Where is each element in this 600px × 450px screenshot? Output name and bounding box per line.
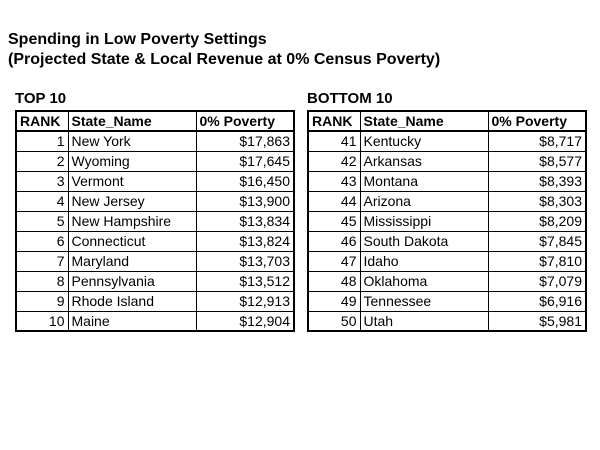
value-cell: $17,645 <box>195 150 295 172</box>
state-cell: Connecticut <box>67 230 197 252</box>
value-cell: $7,079 <box>487 270 587 292</box>
state-cell: Vermont <box>67 170 197 192</box>
table-row: 8 Pennsylvania $13,512 <box>15 270 295 292</box>
table-row: 5 New Hampshire $13,834 <box>15 210 295 232</box>
value-cell: $13,834 <box>195 210 295 232</box>
rank-cell: 4 <box>15 190 69 212</box>
rank-cell: 1 <box>15 130 69 152</box>
rank-cell: 47 <box>307 250 361 272</box>
table-row: 10 Maine $12,904 <box>15 310 295 332</box>
state-cell: Utah <box>359 310 489 332</box>
bottom10-label: BOTTOM 10 <box>307 90 393 107</box>
table-row: 43 Montana $8,393 <box>307 170 587 192</box>
rank-cell: 49 <box>307 290 361 312</box>
rank-cell: 44 <box>307 190 361 212</box>
state-cell: Kentucky <box>359 130 489 152</box>
rank-cell: 7 <box>15 250 69 272</box>
state-cell: Mississippi <box>359 210 489 232</box>
rank-cell: 2 <box>15 150 69 172</box>
table-row: 44 Arizona $8,303 <box>307 190 587 212</box>
bottom10-table: RANK State_Name 0% Poverty 41 Kentucky $… <box>307 110 587 332</box>
state-cell: Oklahoma <box>359 270 489 292</box>
rank-cell: 3 <box>15 170 69 192</box>
value-cell: $8,393 <box>487 170 587 192</box>
value-cell: $8,577 <box>487 150 587 172</box>
value-cell: $8,717 <box>487 130 587 152</box>
table-row: 41 Kentucky $8,717 <box>307 130 587 152</box>
bottom10-section: BOTTOM 10 RANK State_Name 0% Poverty 41 … <box>307 90 587 332</box>
state-cell: Idaho <box>359 250 489 272</box>
rank-cell: 6 <box>15 230 69 252</box>
header-state: State_Name <box>359 110 489 132</box>
state-cell: Pennsylvania <box>67 270 197 292</box>
state-cell: Arizona <box>359 190 489 212</box>
rank-cell: 41 <box>307 130 361 152</box>
table-row: 47 Idaho $7,810 <box>307 250 587 272</box>
value-cell: $13,824 <box>195 230 295 252</box>
table-row: 46 South Dakota $7,845 <box>307 230 587 252</box>
state-cell: Rhode Island <box>67 290 197 312</box>
table-row: 7 Maryland $13,703 <box>15 250 295 272</box>
value-cell: $7,810 <box>487 250 587 272</box>
title-line-2: (Projected State & Local Revenue at 0% C… <box>8 51 441 68</box>
value-cell: $12,913 <box>195 290 295 312</box>
top10-label: TOP 10 <box>15 90 67 107</box>
table-row: 49 Tennessee $6,916 <box>307 290 587 312</box>
rank-cell: 50 <box>307 310 361 332</box>
state-cell: Tennessee <box>359 290 489 312</box>
rank-cell: 9 <box>15 290 69 312</box>
top10-section: TOP 10 RANK State_Name 0% Poverty 1 New … <box>15 90 295 332</box>
state-cell: New York <box>67 130 197 152</box>
rank-cell: 42 <box>307 150 361 172</box>
table-row: 9 Rhode Island $12,913 <box>15 290 295 312</box>
value-cell: $13,512 <box>195 270 295 292</box>
value-cell: $6,916 <box>487 290 587 312</box>
header-value: 0% Poverty <box>487 110 587 132</box>
value-cell: $12,904 <box>195 310 295 332</box>
state-cell: Maryland <box>67 250 197 272</box>
table-row: 50 Utah $5,981 <box>307 310 587 332</box>
rank-cell: 8 <box>15 270 69 292</box>
table-row: 42 Arkansas $8,577 <box>307 150 587 172</box>
rank-cell: 5 <box>15 210 69 232</box>
value-cell: $13,900 <box>195 190 295 212</box>
page-title: Spending in Low Poverty Settings (Projec… <box>8 30 440 70</box>
state-cell: Maine <box>67 310 197 332</box>
state-cell: Wyoming <box>67 150 197 172</box>
value-cell: $17,863 <box>195 130 295 152</box>
value-cell: $7,845 <box>487 230 587 252</box>
table-row: 48 Oklahoma $7,079 <box>307 270 587 292</box>
value-cell: $13,703 <box>195 250 295 272</box>
table-row: 1 New York $17,863 <box>15 130 295 152</box>
table-header-row: RANK State_Name 0% Poverty <box>307 110 587 132</box>
rank-cell: 43 <box>307 170 361 192</box>
header-state: State_Name <box>67 110 197 132</box>
header-rank: RANK <box>307 110 361 132</box>
table-row: 4 New Jersey $13,900 <box>15 190 295 212</box>
table-row: 45 Mississippi $8,209 <box>307 210 587 232</box>
rank-cell: 46 <box>307 230 361 252</box>
value-cell: $8,209 <box>487 210 587 232</box>
header-rank: RANK <box>15 110 69 132</box>
value-cell: $8,303 <box>487 190 587 212</box>
top10-table: RANK State_Name 0% Poverty 1 New York $1… <box>15 110 295 332</box>
table-row: 2 Wyoming $17,645 <box>15 150 295 172</box>
state-cell: Montana <box>359 170 489 192</box>
rank-cell: 10 <box>15 310 69 332</box>
table-header-row: RANK State_Name 0% Poverty <box>15 110 295 132</box>
header-value: 0% Poverty <box>195 110 295 132</box>
table-row: 6 Connecticut $13,824 <box>15 230 295 252</box>
state-cell: Arkansas <box>359 150 489 172</box>
rank-cell: 48 <box>307 270 361 292</box>
value-cell: $16,450 <box>195 170 295 192</box>
state-cell: New Hampshire <box>67 210 197 232</box>
state-cell: South Dakota <box>359 230 489 252</box>
title-line-1: Spending in Low Poverty Settings <box>8 31 267 48</box>
value-cell: $5,981 <box>487 310 587 332</box>
state-cell: New Jersey <box>67 190 197 212</box>
rank-cell: 45 <box>307 210 361 232</box>
table-row: 3 Vermont $16,450 <box>15 170 295 192</box>
